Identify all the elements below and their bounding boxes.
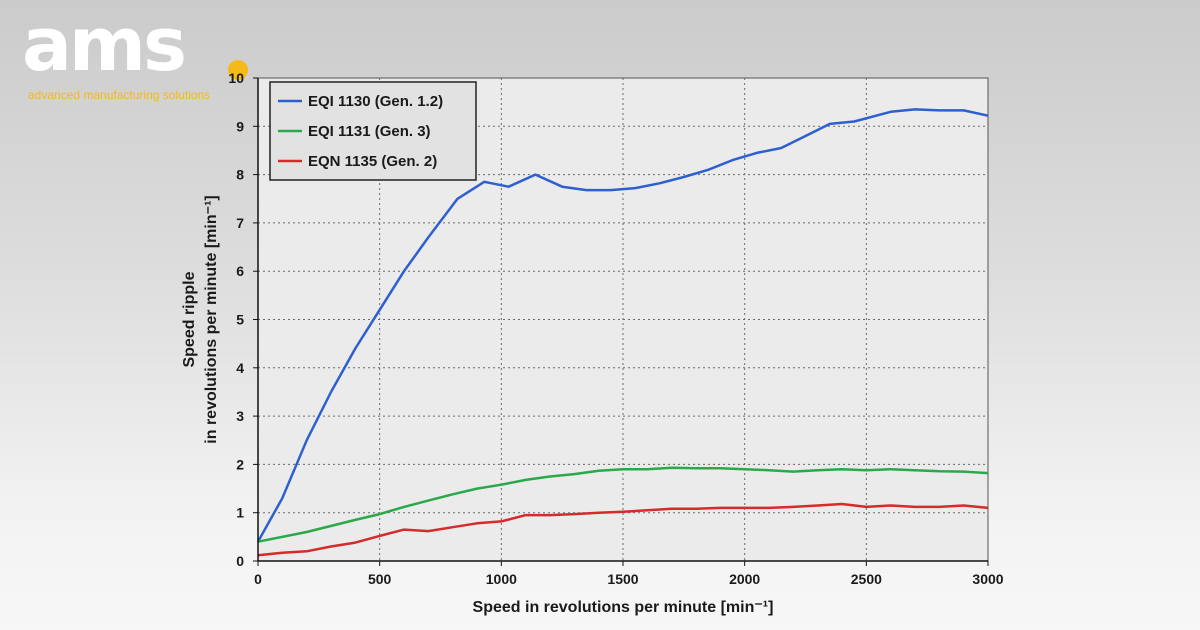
x-tick-label: 1500 [607,571,638,587]
y-axis-title-line1: Speed ripple [181,271,198,367]
y-axis-title-line2: in revolutions per minute [min⁻¹] [203,195,220,443]
grid-lines [258,78,988,561]
y-tick-label: 10 [228,70,244,86]
axes [253,77,989,566]
legend: EQI 1130 (Gen. 1.2) EQI 1131 (Gen. 3) EQN … [269,81,477,181]
x-tick-label: 3000 [972,571,1003,587]
x-axis-title: Speed in revolutions per minute [min⁻¹] [473,599,774,616]
y-tick-label: 1 [236,505,244,521]
x-tick-label: 2500 [851,571,882,587]
y-tick-label: 3 [236,408,244,424]
y-tick-label: 7 [236,215,244,231]
legend-label: EQI 1130 (Gen. 1.2) [308,93,443,110]
series-line-2 [257,466,989,543]
series-group [256,108,989,557]
x-tick-label: 1000 [486,571,517,587]
x-tick-label: 500 [368,571,392,587]
x-tick-label: 0 [254,571,262,587]
logo-wordmark: ams [22,2,187,88]
legend-label: EQN 1135 (Gen. 2) [308,153,437,170]
y-tick-label: 0 [236,553,244,569]
y-tick-label: 6 [236,263,244,279]
tick-labels: 0 500 1000 1500 2000 2500 3000 0 1 2 3 4 5 6 7 8 9 10 [228,70,1003,587]
y-tick-label: 8 [236,167,244,183]
series-line-3 [257,502,989,557]
logo-tagline: advanced manufacturing solutions [28,88,211,102]
legend-box [269,81,477,181]
y-tick-label: 4 [236,360,244,376]
series-line-1 [256,108,989,543]
x-tick-label: 2000 [729,571,760,587]
y-tick-label: 9 [236,118,244,134]
y-tick-label: 5 [236,312,244,328]
legend-label: EQI 1131 (Gen. 3) [308,123,431,140]
y-tick-label: 2 [236,456,244,472]
ams-logo: ams advanced manufacturing solutions [22,8,252,102]
logo-accent-dot [228,60,248,80]
